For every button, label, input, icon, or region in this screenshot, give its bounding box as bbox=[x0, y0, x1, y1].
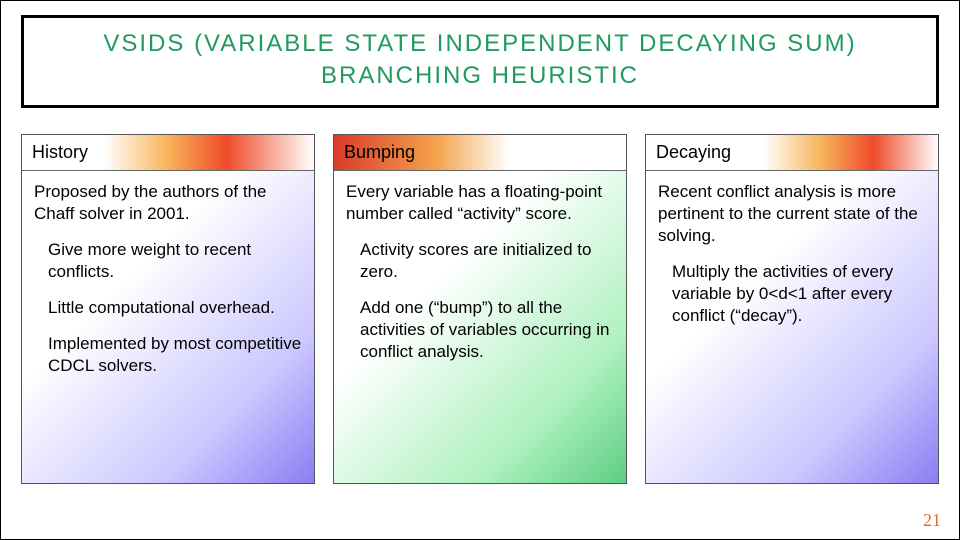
columns-container: History Proposed by the authors of the C… bbox=[21, 134, 939, 484]
history-p2: Give more weight to recent conflicts. bbox=[34, 239, 302, 283]
card-bumping: Bumping Every variable has a floating-po… bbox=[333, 134, 627, 484]
card-bumping-body: Every variable has a floating-point numb… bbox=[334, 170, 626, 483]
page-number: 21 bbox=[923, 510, 941, 531]
card-decaying: Decaying Recent conflict analysis is mor… bbox=[645, 134, 939, 484]
card-decaying-body: Recent conflict analysis is more pertine… bbox=[646, 170, 938, 483]
decaying-p2: Multiply the activities of every variabl… bbox=[658, 261, 926, 327]
card-decaying-header: Decaying bbox=[646, 135, 938, 170]
history-p3: Little computational overhead. bbox=[34, 297, 302, 319]
decaying-p1: Recent conflict analysis is more pertine… bbox=[658, 181, 926, 247]
slide-title: VSIDS (VARIABLE STATE INDEPENDENT DECAYI… bbox=[30, 28, 930, 93]
card-history: History Proposed by the authors of the C… bbox=[21, 134, 315, 484]
bumping-p3: Add one (“bump”) to all the activities o… bbox=[346, 297, 614, 363]
card-bumping-header: Bumping bbox=[334, 135, 626, 170]
card-history-body: Proposed by the authors of the Chaff sol… bbox=[22, 170, 314, 483]
title-box: VSIDS (VARIABLE STATE INDEPENDENT DECAYI… bbox=[21, 15, 939, 108]
bumping-p1: Every variable has a floating-point numb… bbox=[346, 181, 614, 225]
history-p1: Proposed by the authors of the Chaff sol… bbox=[34, 181, 302, 225]
history-p4: Implemented by most competitive CDCL sol… bbox=[34, 333, 302, 377]
bumping-p2: Activity scores are initialized to zero. bbox=[346, 239, 614, 283]
card-history-header: History bbox=[22, 135, 314, 170]
slide: VSIDS (VARIABLE STATE INDEPENDENT DECAYI… bbox=[0, 0, 960, 540]
